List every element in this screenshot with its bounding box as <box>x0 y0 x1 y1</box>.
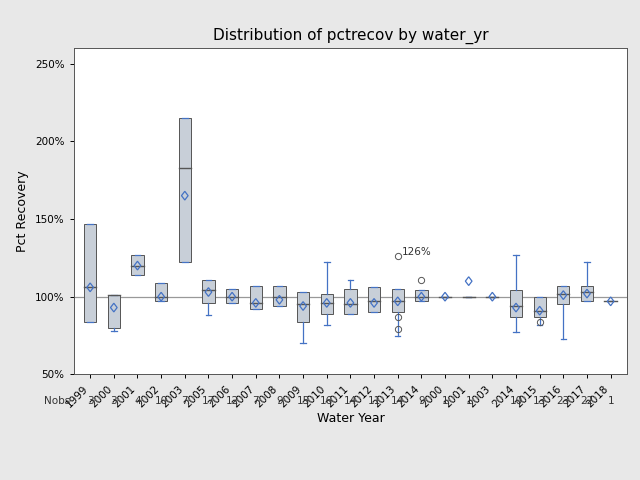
Text: 4: 4 <box>134 396 141 406</box>
Y-axis label: Pct Recovery: Pct Recovery <box>17 170 29 252</box>
Text: 15: 15 <box>296 396 310 406</box>
Text: 14: 14 <box>344 396 357 406</box>
Bar <box>250 286 262 309</box>
Bar <box>108 295 120 328</box>
Bar <box>581 286 593 301</box>
Text: 11: 11 <box>367 396 381 406</box>
Text: .: . <box>491 396 494 406</box>
Text: 126%: 126% <box>402 248 432 257</box>
Bar <box>202 279 214 303</box>
Text: 10: 10 <box>509 396 523 406</box>
Text: 16: 16 <box>320 396 333 406</box>
Text: 14: 14 <box>391 396 404 406</box>
Text: 7: 7 <box>182 396 188 406</box>
Text: 9: 9 <box>418 396 425 406</box>
Bar <box>84 224 96 322</box>
Bar <box>510 290 522 317</box>
Bar <box>297 292 309 322</box>
Bar <box>557 286 570 304</box>
Title: Distribution of pctrecov by water_yr: Distribution of pctrecov by water_yr <box>212 28 488 44</box>
Bar <box>155 283 167 301</box>
Text: 22: 22 <box>580 396 594 406</box>
Text: Nobs: Nobs <box>44 396 70 406</box>
Bar <box>226 289 238 303</box>
Bar <box>131 255 143 275</box>
Bar <box>179 118 191 263</box>
Bar <box>321 294 333 314</box>
Bar <box>392 289 404 312</box>
Text: 10: 10 <box>155 396 168 406</box>
Bar <box>368 288 380 312</box>
Text: 12: 12 <box>225 396 239 406</box>
Text: 17: 17 <box>202 396 215 406</box>
Text: 1: 1 <box>442 396 449 406</box>
Bar <box>273 286 285 306</box>
X-axis label: Water Year: Water Year <box>317 412 384 425</box>
Bar <box>344 289 356 314</box>
Text: 3: 3 <box>87 396 93 406</box>
Text: 7: 7 <box>252 396 259 406</box>
Text: 1: 1 <box>607 396 614 406</box>
Text: 13: 13 <box>533 396 547 406</box>
Text: 1: 1 <box>465 396 472 406</box>
Text: 9: 9 <box>276 396 283 406</box>
Text: 23: 23 <box>557 396 570 406</box>
Text: 3: 3 <box>111 396 117 406</box>
Bar <box>415 290 428 301</box>
Bar <box>534 297 546 317</box>
